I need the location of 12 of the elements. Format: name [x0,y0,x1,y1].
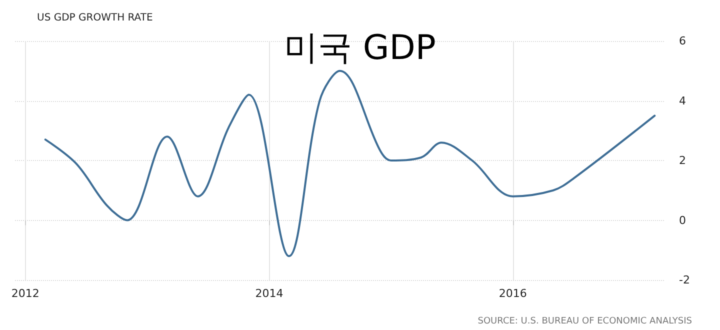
line-series [44,70,656,258]
x-tick-label: 2016 [498,287,527,300]
y-tick-label: -2 [679,274,690,286]
y-tick-label: 0 [679,214,686,227]
source-note: SOURCE: U.S. BUREAU OF ECONOMIC ANALYSIS [478,316,692,326]
y-tick-label: 6 [679,34,686,48]
x-tick-label: 2012 [11,287,40,300]
y-tick-label: 4 [679,94,686,108]
x-tick-label: 2014 [255,287,284,300]
chart-title: US GDP GROWTH RATE [37,12,153,24]
y-tick-label: 2 [679,154,686,167]
chart-subtitle: 미국 GDP [284,28,436,68]
